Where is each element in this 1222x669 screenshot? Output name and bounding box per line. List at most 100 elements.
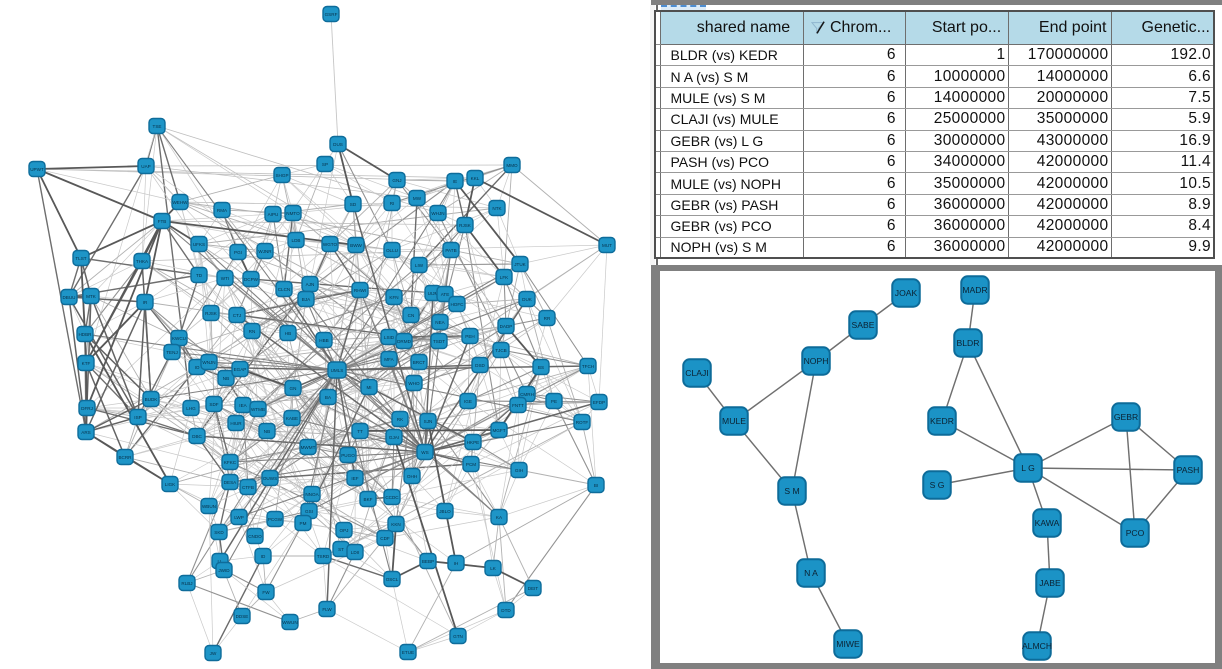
- svg-text:HDBR: HDBR: [78, 332, 92, 337]
- svg-text:IE: IE: [453, 179, 457, 184]
- svg-text:CCDC: CCDC: [385, 495, 399, 500]
- svg-text:PUGO: PUGO: [341, 453, 355, 458]
- svg-text:S G: S G: [930, 480, 945, 490]
- svg-text:TFCH: TFCH: [582, 364, 594, 369]
- svg-text:UMLS: UMLS: [331, 368, 344, 373]
- svg-text:GNJ: GNJ: [392, 178, 401, 183]
- svg-text:WGTO: WGTO: [323, 242, 338, 247]
- svg-text:GIH: GIH: [515, 468, 523, 473]
- svg-text:S M: S M: [784, 486, 799, 496]
- svg-text:BKF: BKF: [364, 497, 373, 502]
- svg-text:LL: LL: [217, 559, 223, 564]
- svg-text:RI: RI: [390, 201, 395, 206]
- svg-text:NB: NB: [264, 429, 270, 434]
- svg-text:RMA: RMA: [217, 208, 228, 213]
- svg-text:WJNR: WJNR: [258, 249, 272, 254]
- svg-text:KFKC: KFKC: [224, 460, 237, 465]
- svg-text:UAP: UAP: [141, 164, 150, 169]
- svg-text:BI: BI: [594, 483, 598, 488]
- svg-text:TSRD: TSRD: [317, 554, 330, 559]
- svg-text:HBB: HBB: [319, 338, 328, 343]
- svg-text:CLCN: CLCN: [278, 287, 291, 292]
- svg-text:JOAK: JOAK: [895, 288, 918, 298]
- svg-text:WTI: WTI: [221, 276, 229, 281]
- svg-text:RJSK: RJSK: [459, 223, 472, 228]
- svg-text:TT: TT: [357, 429, 363, 434]
- svg-text:ETUE: ETUE: [402, 650, 414, 655]
- svg-text:WNJN: WNJN: [202, 360, 215, 365]
- svg-text:GSI: GSI: [305, 509, 313, 514]
- svg-text:MULE: MULE: [722, 416, 746, 426]
- svg-text:GTN: GTN: [453, 634, 463, 639]
- svg-text:IEA: IEA: [239, 403, 247, 408]
- svg-text:GSRF: GSRF: [325, 12, 338, 17]
- svg-text:PASH: PASH: [1177, 465, 1200, 475]
- svg-text:EFDP: EFDP: [593, 400, 605, 405]
- svg-text:BS: BS: [538, 365, 544, 370]
- svg-text:DTD: DTD: [501, 608, 511, 613]
- svg-text:DSD: DSD: [475, 363, 485, 368]
- svg-text:BCRR: BCRR: [118, 455, 132, 460]
- svg-text:PATB: PATB: [445, 248, 456, 253]
- svg-text:FNTT: FNTT: [512, 403, 524, 408]
- svg-text:CTFB: CTFB: [242, 485, 254, 490]
- svg-text:RLBJ: RLBJ: [181, 581, 192, 586]
- svg-text:LK: LK: [490, 566, 497, 571]
- svg-text:OPJ: OPJ: [340, 528, 349, 533]
- svg-text:AJN: AJN: [306, 282, 315, 287]
- svg-text:LIGK: LIGK: [165, 482, 176, 487]
- svg-text:JWID: JWID: [218, 568, 230, 573]
- svg-text:TLST: TLST: [75, 256, 86, 261]
- svg-text:LSID: LSID: [384, 335, 395, 340]
- svg-text:WTMB: WTMB: [251, 407, 265, 412]
- svg-text:TJCB: TJCB: [495, 348, 506, 353]
- svg-text:JABE: JABE: [1039, 578, 1061, 588]
- svg-text:HOFC: HOFC: [450, 302, 464, 307]
- svg-text:RN: RN: [249, 329, 256, 334]
- svg-text:IGE: IGE: [464, 399, 472, 404]
- svg-text:ARS: ARS: [81, 430, 90, 435]
- svg-text:KABE: KABE: [286, 416, 298, 421]
- svg-text:MMO: MMO: [506, 163, 518, 168]
- svg-text:LWP: LWP: [234, 515, 244, 520]
- svg-text:KWCU: KWCU: [172, 336, 186, 341]
- svg-text:MUT: MUT: [602, 243, 612, 248]
- svg-text:WS: WS: [421, 450, 428, 455]
- svg-text:CDF: CDF: [380, 536, 390, 541]
- svg-text:THKA: THKA: [136, 259, 149, 264]
- svg-text:GJAI: GJAI: [389, 435, 399, 440]
- svg-text:DBC: DBC: [192, 434, 202, 439]
- svg-text:OSCL: OSCL: [386, 577, 399, 582]
- svg-text:LDB: LDB: [292, 238, 301, 243]
- svg-text:ALMCH: ALMCH: [1022, 641, 1052, 651]
- svg-text:FTB: FTB: [158, 219, 167, 224]
- svg-text:NB: NB: [223, 376, 229, 381]
- svg-text:BA: BA: [325, 395, 332, 400]
- svg-text:DUS: DUS: [333, 142, 343, 147]
- svg-text:RJSK: RJSK: [205, 311, 218, 316]
- svg-text:TSDT: TSDT: [433, 339, 445, 344]
- svg-text:NEA: NEA: [435, 320, 445, 325]
- svg-text:KKL: KKL: [471, 176, 480, 181]
- svg-text:JW: JW: [210, 651, 217, 656]
- svg-text:SD: SD: [350, 202, 357, 207]
- svg-text:EGAP: EGAP: [234, 367, 247, 372]
- svg-text:MW: MW: [413, 196, 422, 201]
- svg-text:CLAJI: CLAJI: [685, 368, 708, 378]
- svg-text:BEBP: BEBP: [422, 559, 434, 564]
- svg-text:DCPW: DCPW: [244, 277, 259, 282]
- svg-text:PE: PE: [551, 399, 557, 404]
- svg-text:JBLO: JBLO: [439, 509, 451, 514]
- svg-text:NTK: NTK: [492, 206, 502, 211]
- svg-text:LFK: LFK: [500, 275, 509, 280]
- svg-text:SKD: SKD: [214, 530, 224, 535]
- svg-text:DBUU: DBUU: [62, 295, 75, 300]
- svg-text:CTJ: CTJ: [233, 313, 241, 318]
- svg-text:OUWS: OUWS: [263, 476, 277, 481]
- svg-text:FW: FW: [262, 590, 270, 595]
- svg-text:DESA: DESA: [224, 480, 237, 485]
- svg-text:N A: N A: [804, 568, 818, 578]
- svg-text:LDII: LDII: [351, 550, 359, 555]
- svg-text:WWUN: WWUN: [282, 620, 297, 625]
- svg-text:MTK: MTK: [86, 294, 97, 299]
